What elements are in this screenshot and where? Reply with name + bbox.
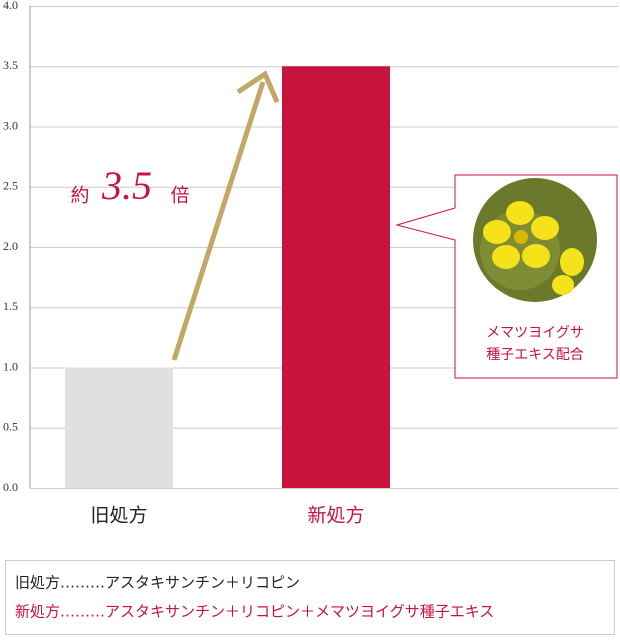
notes-box [5,560,615,635]
annotation-figure: 3.5 [101,163,152,208]
x-tick-label: 旧処方 [90,505,147,527]
callout-line: 種子エキス配合 [486,347,584,363]
arrow-head [236,70,280,103]
y-tick-label: 0.0 [3,480,18,494]
y-tick-label: 1.0 [3,359,18,373]
y-tick-label: 4.0 [3,0,18,12]
note-line: 新処方………アスタキサンチン＋リコピン＋メマツヨイグサ種子エキス [15,603,494,621]
annotation-suffix: 倍 [170,185,189,207]
note-line: 旧処方………アスタキサンチン＋リコピン [15,574,300,592]
flower-image [473,178,597,302]
y-tick-label: 3.0 [3,118,18,132]
y-tick-label: 0.5 [3,420,18,434]
y-tick-label: 1.5 [3,299,18,313]
bar [282,66,390,488]
y-tick-label: 3.5 [3,58,18,72]
bar [65,367,173,488]
y-tick-label: 2.0 [3,239,18,253]
arrow [171,81,266,361]
y-tick-label: 2.5 [3,179,18,193]
callout-line: メマツヨイグサ [486,325,584,341]
x-tick-label: 新処方 [307,505,364,527]
annotation-prefix: 約 [70,185,89,207]
bars [65,66,390,488]
